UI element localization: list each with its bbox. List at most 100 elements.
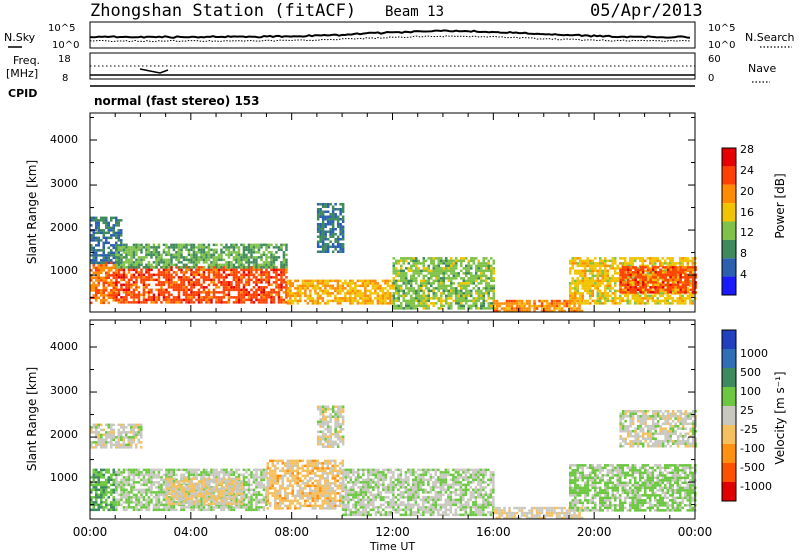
power-cell — [666, 286, 670, 289]
power-cell — [112, 274, 115, 277]
power-cell — [294, 299, 297, 303]
power-cell — [282, 298, 286, 302]
power-cell — [319, 203, 322, 206]
power-cell — [212, 266, 216, 269]
power-cell — [95, 261, 98, 265]
power-cell — [260, 268, 263, 272]
power-cell — [210, 281, 213, 284]
power-cell — [107, 224, 110, 227]
vel-cell — [92, 506, 95, 509]
power-cell — [304, 292, 307, 295]
power-cell — [190, 296, 193, 299]
power-cell — [324, 233, 327, 236]
power-cell — [262, 251, 266, 254]
power-cell — [147, 268, 151, 272]
power-cell — [130, 266, 133, 269]
power-cell — [247, 281, 251, 284]
vel-cell — [112, 431, 115, 434]
vel-cell — [145, 491, 148, 494]
power-cell — [573, 302, 576, 305]
vel-cell — [132, 433, 135, 437]
power-cell — [110, 289, 113, 292]
power-cell — [631, 264, 634, 268]
power-cell — [162, 291, 166, 294]
power-cell — [247, 258, 251, 262]
power-cell — [641, 257, 644, 260]
power-cell — [125, 248, 128, 252]
power-cell — [237, 276, 241, 279]
power-cell — [140, 246, 143, 249]
power-cell — [115, 256, 118, 259]
vel-cell — [187, 476, 191, 479]
power-cell — [240, 276, 243, 279]
power-cell — [684, 276, 687, 279]
power-cell — [447, 297, 450, 300]
power-cell — [286, 302, 290, 305]
power-cell — [252, 246, 256, 249]
power-cell — [402, 269, 405, 273]
power-cell — [455, 289, 458, 293]
power-cell — [661, 257, 664, 260]
power-cell — [480, 307, 483, 310]
power-cell — [460, 259, 463, 263]
vel-cell — [157, 491, 161, 494]
power-cell — [240, 263, 243, 267]
power-cell — [267, 281, 271, 284]
power-cell — [122, 276, 126, 279]
power-cell — [596, 302, 599, 305]
vel-cell — [130, 431, 133, 434]
vel-cell — [247, 481, 251, 484]
vel-cell — [242, 483, 246, 487]
power-cell — [571, 292, 574, 295]
power-cell — [260, 278, 263, 282]
power-cell — [97, 274, 100, 277]
power-cell — [145, 251, 148, 254]
power-cell — [636, 273, 640, 277]
power-cell — [415, 282, 418, 285]
power-cell — [508, 304, 511, 308]
power-cell — [225, 263, 228, 267]
vel-cell — [137, 468, 141, 472]
power-cell — [272, 296, 276, 299]
power-cell — [142, 281, 146, 284]
power-cell — [402, 292, 405, 295]
vel-cell — [180, 473, 183, 477]
power-cell — [314, 302, 317, 305]
power-cell — [435, 287, 438, 290]
power-cell — [649, 297, 652, 300]
power-cell — [354, 284, 357, 288]
power-cell — [250, 266, 253, 269]
power-cell — [182, 263, 186, 267]
vel-cell — [90, 446, 93, 449]
power-cell — [250, 248, 253, 252]
power-cell — [270, 298, 273, 302]
power-cell — [250, 253, 253, 257]
power-cell — [152, 293, 156, 297]
power-cell — [212, 281, 216, 284]
power-cell — [319, 215, 322, 218]
power-cell — [545, 299, 549, 303]
power-cell — [356, 279, 360, 283]
power-cell — [92, 289, 95, 292]
power-cell — [584, 277, 587, 280]
power-cell — [180, 256, 183, 259]
power-cell — [596, 272, 599, 275]
vel-cell — [107, 441, 110, 444]
power-cell — [513, 307, 516, 310]
power-cell — [616, 279, 619, 283]
vel-cell — [105, 491, 108, 494]
vel-cell — [172, 473, 176, 477]
power-cell — [326, 294, 330, 298]
power-cell — [392, 279, 395, 283]
power-cell — [339, 225, 342, 228]
power-cell — [636, 268, 640, 272]
power-cell — [329, 203, 332, 206]
power-cell — [636, 271, 640, 274]
power-cell — [649, 271, 652, 274]
vel-cell — [117, 438, 120, 442]
power-cell — [245, 258, 248, 262]
power-cell — [555, 307, 559, 310]
power-cell — [422, 284, 425, 288]
power-cell — [262, 253, 266, 257]
vel-cell — [247, 496, 251, 499]
